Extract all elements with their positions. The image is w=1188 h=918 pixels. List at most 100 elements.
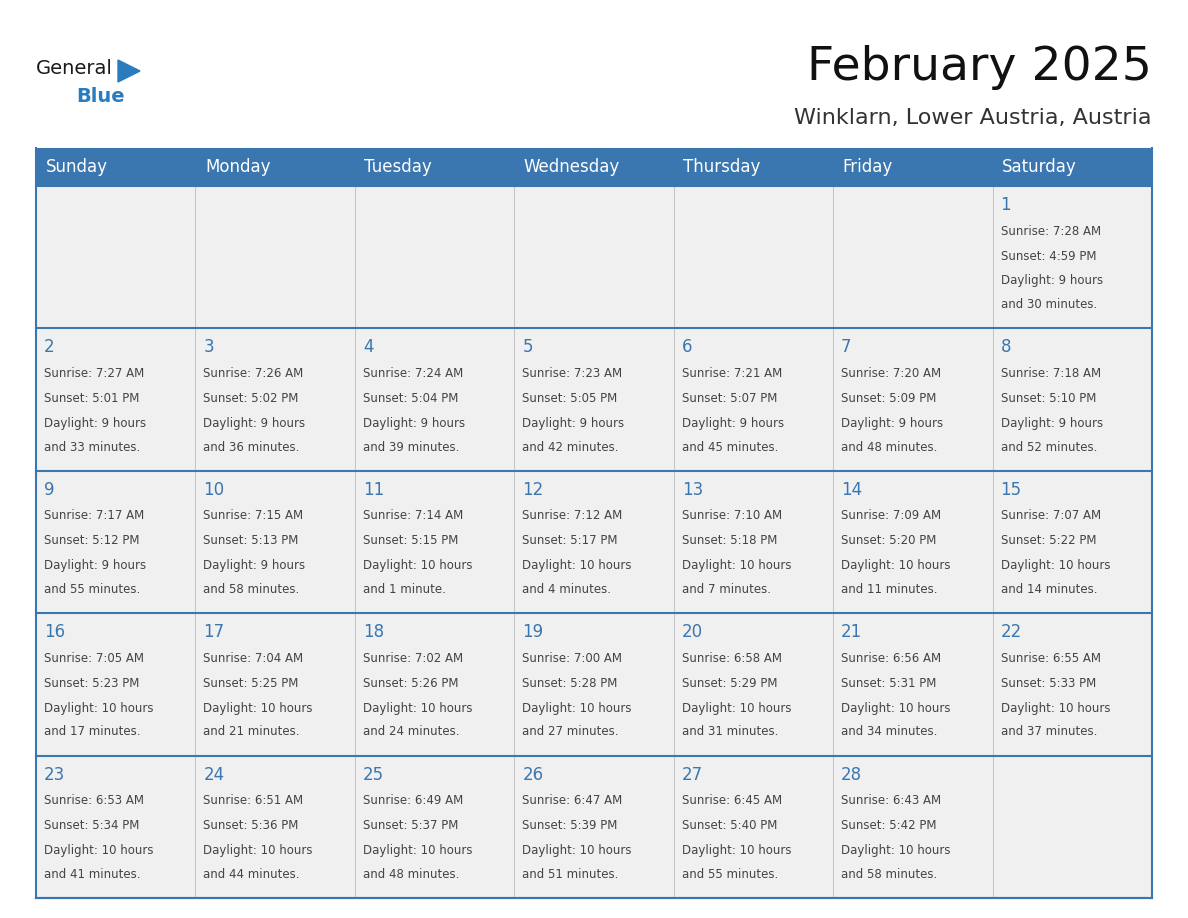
Bar xyxy=(674,148,833,186)
Text: 11: 11 xyxy=(362,481,384,498)
Text: 13: 13 xyxy=(682,481,703,498)
Text: Monday: Monday xyxy=(206,158,271,176)
Text: and 33 minutes.: and 33 minutes. xyxy=(44,441,140,453)
Text: and 48 minutes.: and 48 minutes. xyxy=(841,441,937,453)
Text: Sunrise: 7:18 AM: Sunrise: 7:18 AM xyxy=(1000,367,1100,380)
Text: Daylight: 10 hours: Daylight: 10 hours xyxy=(44,844,153,857)
Text: 10: 10 xyxy=(203,481,225,498)
Text: Sunrise: 7:24 AM: Sunrise: 7:24 AM xyxy=(362,367,463,380)
Text: and 39 minutes.: and 39 minutes. xyxy=(362,441,460,453)
Text: 21: 21 xyxy=(841,623,862,641)
Text: 24: 24 xyxy=(203,766,225,784)
Text: Sunset: 5:31 PM: Sunset: 5:31 PM xyxy=(841,677,936,689)
Text: Sunrise: 7:10 AM: Sunrise: 7:10 AM xyxy=(682,509,782,522)
Text: Sunrise: 7:20 AM: Sunrise: 7:20 AM xyxy=(841,367,941,380)
Text: Sunrise: 7:27 AM: Sunrise: 7:27 AM xyxy=(44,367,144,380)
Text: and 55 minutes.: and 55 minutes. xyxy=(44,583,140,596)
Text: Sunset: 4:59 PM: Sunset: 4:59 PM xyxy=(1000,250,1097,263)
Bar xyxy=(833,148,992,186)
Text: Sunset: 5:37 PM: Sunset: 5:37 PM xyxy=(362,819,459,833)
Text: and 41 minutes.: and 41 minutes. xyxy=(44,868,140,880)
Text: Sunrise: 6:58 AM: Sunrise: 6:58 AM xyxy=(682,652,782,665)
Text: and 17 minutes.: and 17 minutes. xyxy=(44,725,140,738)
Text: 27: 27 xyxy=(682,766,703,784)
Text: Sunrise: 7:00 AM: Sunrise: 7:00 AM xyxy=(523,652,623,665)
Text: Sunset: 5:18 PM: Sunset: 5:18 PM xyxy=(682,534,777,547)
Bar xyxy=(514,148,674,186)
Text: Sunrise: 7:07 AM: Sunrise: 7:07 AM xyxy=(1000,509,1100,522)
Text: Sunrise: 6:47 AM: Sunrise: 6:47 AM xyxy=(523,794,623,807)
Text: Daylight: 9 hours: Daylight: 9 hours xyxy=(523,417,625,430)
Text: 15: 15 xyxy=(1000,481,1022,498)
Text: and 44 minutes.: and 44 minutes. xyxy=(203,868,299,880)
Text: Sunset: 5:02 PM: Sunset: 5:02 PM xyxy=(203,392,298,405)
Text: Daylight: 10 hours: Daylight: 10 hours xyxy=(523,844,632,857)
Bar xyxy=(992,148,1152,186)
Text: Sunrise: 7:04 AM: Sunrise: 7:04 AM xyxy=(203,652,303,665)
Text: and 45 minutes.: and 45 minutes. xyxy=(682,441,778,453)
Text: Sunday: Sunday xyxy=(45,158,108,176)
Text: Sunrise: 7:15 AM: Sunrise: 7:15 AM xyxy=(203,509,303,522)
Text: 19: 19 xyxy=(523,623,543,641)
Text: Daylight: 9 hours: Daylight: 9 hours xyxy=(203,559,305,572)
Text: Daylight: 10 hours: Daylight: 10 hours xyxy=(1000,701,1110,715)
Text: Sunrise: 7:28 AM: Sunrise: 7:28 AM xyxy=(1000,225,1100,238)
Text: and 52 minutes.: and 52 minutes. xyxy=(1000,441,1097,453)
Text: and 14 minutes.: and 14 minutes. xyxy=(1000,583,1097,596)
Text: Sunset: 5:01 PM: Sunset: 5:01 PM xyxy=(44,392,139,405)
Text: and 34 minutes.: and 34 minutes. xyxy=(841,725,937,738)
Text: Daylight: 10 hours: Daylight: 10 hours xyxy=(44,701,153,715)
Text: Sunrise: 7:05 AM: Sunrise: 7:05 AM xyxy=(44,652,144,665)
Bar xyxy=(36,186,1152,329)
Text: Daylight: 9 hours: Daylight: 9 hours xyxy=(841,417,943,430)
Text: Sunrise: 6:45 AM: Sunrise: 6:45 AM xyxy=(682,794,782,807)
Text: Sunset: 5:04 PM: Sunset: 5:04 PM xyxy=(362,392,459,405)
Bar xyxy=(36,471,1152,613)
Text: 18: 18 xyxy=(362,623,384,641)
Text: Daylight: 10 hours: Daylight: 10 hours xyxy=(203,701,312,715)
Text: 8: 8 xyxy=(1000,339,1011,356)
Text: Daylight: 10 hours: Daylight: 10 hours xyxy=(523,701,632,715)
Text: Sunset: 5:23 PM: Sunset: 5:23 PM xyxy=(44,677,139,689)
Text: Tuesday: Tuesday xyxy=(365,158,432,176)
Text: Sunrise: 7:02 AM: Sunrise: 7:02 AM xyxy=(362,652,463,665)
Text: Daylight: 10 hours: Daylight: 10 hours xyxy=(203,844,312,857)
Text: General: General xyxy=(36,59,113,77)
Text: Sunset: 5:40 PM: Sunset: 5:40 PM xyxy=(682,819,777,833)
Text: and 51 minutes.: and 51 minutes. xyxy=(523,868,619,880)
Text: Daylight: 10 hours: Daylight: 10 hours xyxy=(362,844,473,857)
Polygon shape xyxy=(118,60,140,82)
Text: Saturday: Saturday xyxy=(1003,158,1076,176)
Text: 14: 14 xyxy=(841,481,862,498)
Text: Daylight: 10 hours: Daylight: 10 hours xyxy=(682,844,791,857)
Text: Wednesday: Wednesday xyxy=(524,158,620,176)
Text: Sunrise: 7:17 AM: Sunrise: 7:17 AM xyxy=(44,509,144,522)
Text: Daylight: 10 hours: Daylight: 10 hours xyxy=(841,844,950,857)
Text: 26: 26 xyxy=(523,766,543,784)
Bar xyxy=(36,613,1152,756)
Text: and 27 minutes.: and 27 minutes. xyxy=(523,725,619,738)
Text: Sunset: 5:33 PM: Sunset: 5:33 PM xyxy=(1000,677,1095,689)
Text: Sunset: 5:05 PM: Sunset: 5:05 PM xyxy=(523,392,618,405)
Text: 9: 9 xyxy=(44,481,55,498)
Text: and 30 minutes.: and 30 minutes. xyxy=(1000,298,1097,311)
Bar xyxy=(355,148,514,186)
Text: February 2025: February 2025 xyxy=(807,46,1152,91)
Text: Sunrise: 7:12 AM: Sunrise: 7:12 AM xyxy=(523,509,623,522)
Bar xyxy=(36,148,196,186)
Text: Sunrise: 6:43 AM: Sunrise: 6:43 AM xyxy=(841,794,941,807)
Text: and 36 minutes.: and 36 minutes. xyxy=(203,441,299,453)
Text: Blue: Blue xyxy=(76,86,125,106)
Text: Sunrise: 7:21 AM: Sunrise: 7:21 AM xyxy=(682,367,782,380)
Text: Sunset: 5:34 PM: Sunset: 5:34 PM xyxy=(44,819,139,833)
Text: Thursday: Thursday xyxy=(683,158,760,176)
Text: Sunset: 5:20 PM: Sunset: 5:20 PM xyxy=(841,534,936,547)
Text: and 24 minutes.: and 24 minutes. xyxy=(362,725,460,738)
Text: Daylight: 9 hours: Daylight: 9 hours xyxy=(682,417,784,430)
Text: and 58 minutes.: and 58 minutes. xyxy=(841,868,937,880)
Text: Daylight: 9 hours: Daylight: 9 hours xyxy=(44,559,146,572)
Text: Sunset: 5:09 PM: Sunset: 5:09 PM xyxy=(841,392,936,405)
Text: Friday: Friday xyxy=(842,158,893,176)
Text: Sunset: 5:28 PM: Sunset: 5:28 PM xyxy=(523,677,618,689)
Text: Sunset: 5:10 PM: Sunset: 5:10 PM xyxy=(1000,392,1095,405)
